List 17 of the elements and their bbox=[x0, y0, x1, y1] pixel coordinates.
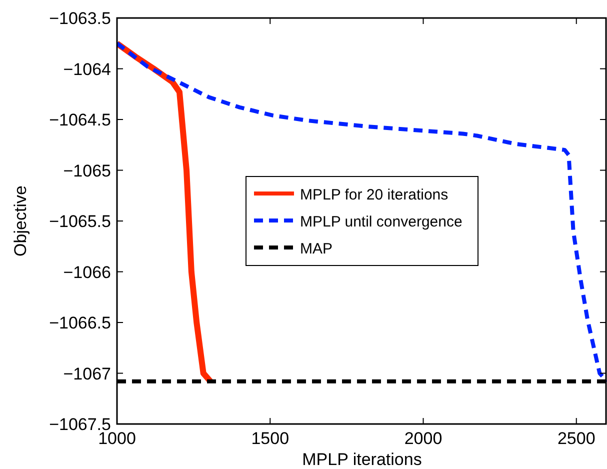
y-tick-label: −1066 bbox=[63, 262, 111, 282]
y-axis-title: Objective bbox=[11, 186, 30, 256]
y-tick-label: −1065.5 bbox=[49, 212, 111, 231]
x-tick-label: 1000 bbox=[98, 429, 136, 448]
y-tick-label: −1066.5 bbox=[49, 314, 111, 332]
y-tick-label: −1064.5 bbox=[49, 110, 111, 130]
y-tick-label: −1067 bbox=[63, 364, 111, 384]
x-axis-title: MPLP iterations bbox=[302, 450, 422, 469]
x-tick-label: 2500 bbox=[557, 429, 596, 448]
legend-label: MPLP until convergence bbox=[300, 214, 462, 230]
x-tick-label: 1500 bbox=[251, 429, 290, 448]
y-tick-label: −1065 bbox=[63, 161, 111, 180]
y-tick-label: −1063.5 bbox=[49, 9, 111, 28]
x-tick-label: 2000 bbox=[404, 429, 442, 448]
legend-label: MAP bbox=[300, 240, 333, 258]
legend-label: MPLP for 20 iterations bbox=[300, 186, 448, 204]
y-tick-label: −1064 bbox=[63, 60, 111, 79]
